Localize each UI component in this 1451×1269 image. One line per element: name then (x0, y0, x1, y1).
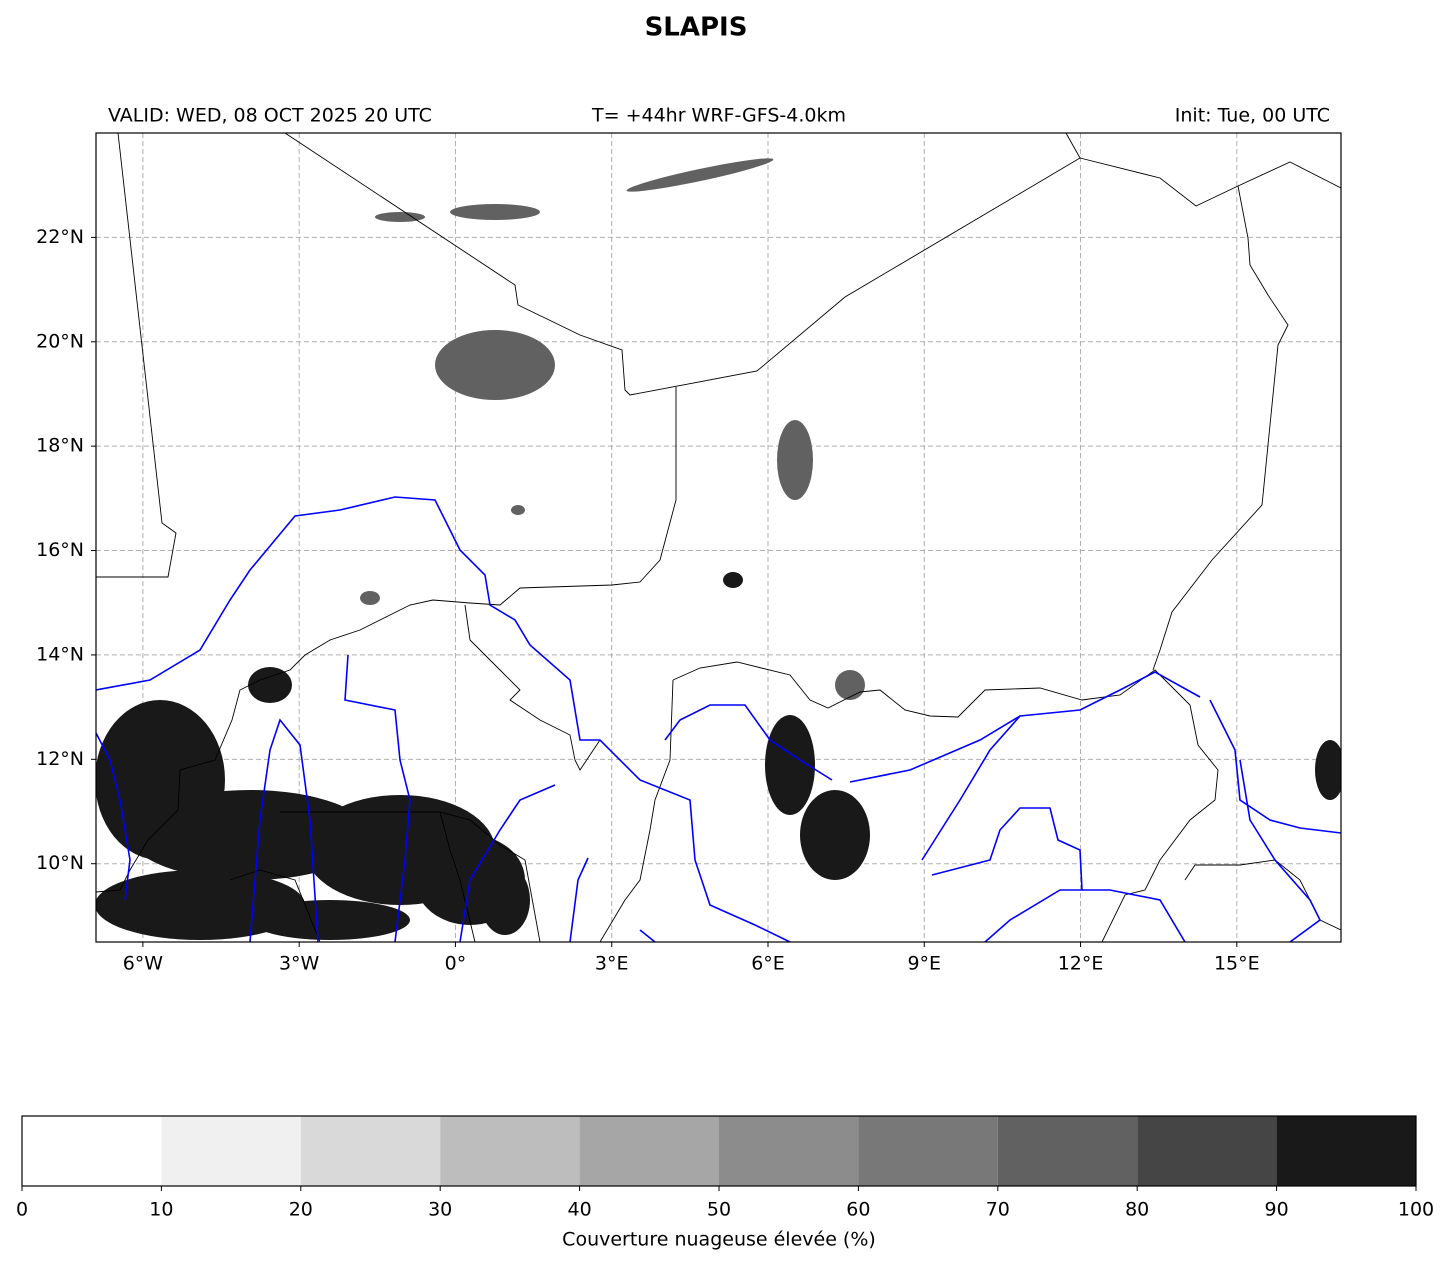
forecast-info: T= +44hr WRF-GFS-4.0km (591, 105, 846, 127)
y-tick-label: 18°N (36, 435, 84, 457)
colorbar-segment (858, 1116, 998, 1186)
colorbar-tick-label: 80 (1125, 1199, 1149, 1221)
x-tick-label: 12°E (1058, 953, 1104, 975)
y-tick-label: 20°N (36, 330, 84, 352)
x-tick-label: 6°E (751, 953, 785, 975)
colorbar-tick-label: 70 (986, 1199, 1010, 1221)
y-tick-label: 16°N (36, 539, 84, 561)
x-tick-label: 3°E (595, 953, 629, 975)
x-tick-label: 3°W (279, 953, 320, 975)
colorbar-label: Couverture nuageuse élevée (%) (562, 1229, 876, 1251)
colorbar-tick-label: 30 (428, 1199, 452, 1221)
y-tick-label: 22°N (36, 226, 84, 248)
x-tick-label: 9°E (907, 953, 941, 975)
colorbar-tick-label: 20 (289, 1199, 313, 1221)
colorbar-tick-label: 90 (1265, 1199, 1289, 1221)
colorbar-tick-label: 40 (568, 1199, 592, 1221)
plot-frame (95, 132, 1342, 943)
clouds (96, 158, 1341, 940)
colorbar-segment (161, 1116, 301, 1186)
colorbar-segment (22, 1116, 162, 1186)
colorbar-tick-label: 50 (707, 1199, 731, 1221)
y-tick-label: 10°N (36, 852, 84, 874)
colorbar-tick-label: 10 (149, 1199, 173, 1221)
colorbar-tick-label: 0 (16, 1199, 28, 1221)
borders (96, 133, 1341, 942)
x-tick-label: 15°E (1214, 953, 1260, 975)
colorbar-segment (440, 1116, 580, 1186)
colorbar (22, 1116, 1416, 1186)
rivers (96, 496, 1341, 942)
y-tick-label: 12°N (36, 748, 84, 770)
colorbar-segment (997, 1116, 1138, 1186)
colorbar-segment (579, 1116, 719, 1186)
init-time: Init: Tue, 00 UTC (1175, 105, 1330, 127)
colorbar-segment (1137, 1116, 1277, 1186)
valid-time: VALID: WED, 08 OCT 2025 20 UTC (108, 105, 432, 127)
map-layers (96, 133, 1341, 942)
colorbar-segment (1276, 1116, 1416, 1186)
colorbar-segment (719, 1116, 859, 1186)
y-tick-label: 14°N (36, 643, 84, 665)
colorbar-tick-label: 60 (846, 1199, 870, 1221)
x-tick-label: 6°W (123, 953, 164, 975)
colorbar-segment (300, 1116, 441, 1186)
title: SLAPIS (645, 13, 748, 43)
colorbar-tick-label: 100 (1398, 1199, 1434, 1221)
x-tick-label: 0° (445, 953, 467, 975)
